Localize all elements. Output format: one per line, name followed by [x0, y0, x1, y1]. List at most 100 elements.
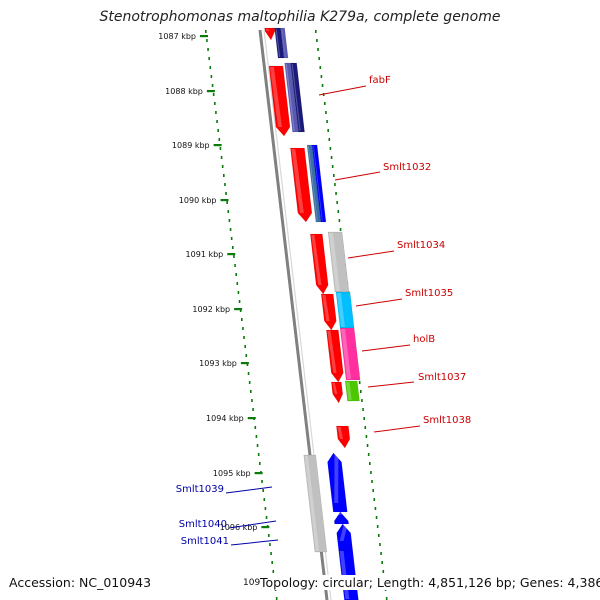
ruler-dot-left	[247, 372, 250, 375]
ruler-dot-left	[257, 453, 260, 456]
ruler-dot-left	[251, 399, 253, 402]
kbp-tick-label: 1090 kbp	[179, 196, 217, 205]
ruler-dot-left	[259, 462, 261, 465]
ruler-dot-left	[224, 183, 226, 186]
gene-fabF-navy	[290, 62, 305, 133]
kbp-tick-mark	[200, 35, 208, 38]
ruler-dot-right	[328, 138, 331, 141]
ruler-dot-right	[367, 453, 370, 456]
map-title: Stenotrophomonas maltophilia K279a, comp…	[99, 9, 501, 25]
gene-label-smlt1041: Smlt1041	[181, 536, 229, 547]
ruler-dot-left	[243, 336, 245, 339]
gene-red	[310, 233, 329, 295]
ruler-dot-left	[235, 273, 237, 276]
gene-features	[264, 27, 361, 600]
kbp-tick-mark	[234, 308, 243, 311]
ruler-dot-right	[374, 507, 377, 510]
ruler-dot-left	[268, 534, 270, 537]
ruler-dot-left	[263, 498, 266, 501]
ruler-dot-left	[245, 354, 248, 357]
gene-label-smlt1035: Smlt1035	[405, 288, 453, 299]
gene-label-smlt1032: Smlt1032	[383, 162, 431, 173]
gene-red-shade	[265, 29, 270, 31]
ruler-dot-left	[221, 165, 224, 168]
ruler-dot-left	[256, 444, 259, 447]
label-leader-line	[318, 85, 367, 96]
gene-label-smlt1034: Smlt1034	[397, 240, 445, 251]
ruler-dot-left	[211, 84, 214, 87]
ruler-dot-left	[238, 300, 241, 303]
gene-blue	[334, 511, 349, 525]
ruler-dot-left	[255, 435, 258, 438]
ruler-dot-left	[234, 264, 236, 267]
ruler-dot-right	[373, 498, 376, 501]
gene-red-shade	[291, 149, 304, 213]
ruler-dot-left	[206, 39, 208, 42]
ruler-dot-right	[360, 390, 362, 393]
ruler-dot-right	[324, 102, 326, 105]
ruler-dot-right	[326, 120, 328, 123]
ruler-dot-right	[375, 516, 378, 519]
gene-label-smlt1039: Smlt1039	[176, 484, 224, 495]
ruler-dot-left	[226, 201, 228, 204]
kbp-tick-label: 1096 kbp	[220, 523, 258, 532]
ruler-dot-left	[205, 30, 207, 33]
label-leader-line	[361, 344, 411, 352]
ruler-dot-left	[233, 255, 235, 258]
kbp-tick-mark	[247, 417, 256, 420]
ruler-dot-left	[210, 75, 213, 78]
ruler-dot-right	[321, 84, 324, 87]
ruler-dot-left	[248, 381, 251, 384]
ruler-dot-right	[338, 219, 341, 222]
partial-tick-label: 109	[243, 578, 261, 588]
ruler-dot-left	[225, 192, 227, 195]
gene-blue-shade	[313, 146, 323, 221]
kbp-tick-mark	[227, 253, 236, 256]
ruler-dot-right	[385, 597, 388, 600]
gene-fabF-red-shade	[269, 67, 282, 127]
kbp-tick-mark	[261, 526, 270, 529]
gene-label-smlt1040: Smlt1040	[179, 519, 227, 530]
ruler-dot-right	[320, 75, 323, 78]
ruler-dot-right	[337, 210, 340, 213]
ruler-dot-left	[227, 210, 230, 213]
ruler-dot-right	[378, 534, 380, 537]
kbp-tick-mark	[206, 90, 215, 93]
ruler-dot-right	[318, 57, 320, 60]
kbp-tick-label: 1091 kbp	[186, 250, 224, 259]
ruler-dot-right	[327, 129, 329, 132]
ruler-dot-left	[212, 93, 215, 96]
gene-slate-shade	[281, 29, 286, 57]
ruler-dot-left	[215, 111, 217, 114]
kbp-tick-mark	[240, 362, 249, 365]
gene-red	[331, 381, 343, 404]
ruler-dot-right	[317, 48, 319, 51]
ruler-dot-left	[241, 318, 243, 321]
gene-red	[290, 147, 313, 223]
gene-red-shade	[327, 331, 337, 373]
gene-grey	[303, 454, 328, 553]
ruler-dot-left	[207, 48, 209, 51]
ruler-dot-right	[319, 66, 322, 69]
ruler-dot-left	[209, 66, 212, 69]
ruler-dot-left	[272, 570, 275, 573]
gene-magenta-shade	[341, 329, 351, 379]
gene-label-holb: holB	[413, 334, 435, 345]
accession-text: Accession: NC_010943	[9, 575, 152, 590]
ruler-dot-left	[237, 291, 240, 294]
ruler-dot-left	[217, 129, 219, 132]
ruler-dot-right	[329, 147, 332, 150]
gene-grey-shade	[329, 233, 340, 291]
ruler-dot-left	[246, 363, 249, 366]
ruler-dot-left	[254, 426, 257, 429]
ruler-dot-left	[216, 120, 218, 123]
gene-slate	[280, 27, 289, 59]
ruler-dot-right	[330, 156, 333, 159]
ruler-dot-right	[371, 480, 373, 483]
ruler-dot-right	[372, 489, 374, 492]
ruler-dot-left	[223, 174, 225, 177]
ruler-dot-right	[315, 30, 317, 33]
ruler-dot-left	[269, 543, 271, 546]
ruler-dot-right	[362, 408, 364, 411]
gene-magenta	[339, 327, 361, 381]
